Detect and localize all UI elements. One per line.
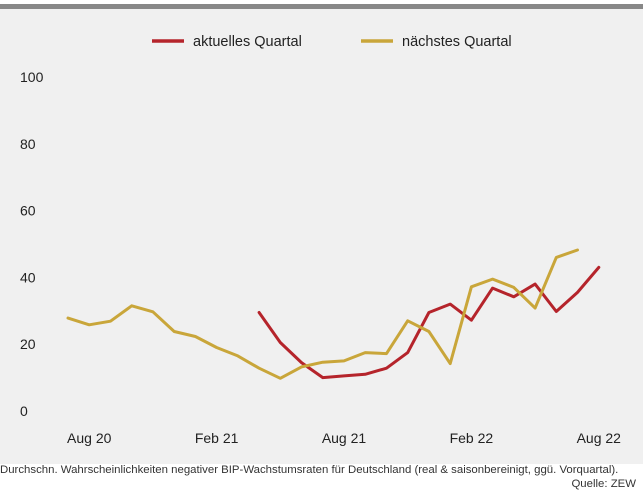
y-tick-label: 60 <box>20 203 36 219</box>
x-tick-label: Feb 22 <box>450 430 494 446</box>
y-tick-label: 100 <box>20 69 44 85</box>
chart-caption: Durchschn. Wahrscheinlichkeiten negative… <box>0 463 636 490</box>
y-tick-label: 40 <box>20 269 36 285</box>
caption-description: Durchschn. Wahrscheinlichkeiten negative… <box>0 464 619 476</box>
x-tick-label: Aug 22 <box>577 430 622 446</box>
y-tick-label: 0 <box>20 403 28 419</box>
caption-source: Quelle: ZEW <box>571 478 636 490</box>
chart-panel <box>0 4 643 464</box>
x-tick-label: Aug 20 <box>67 430 112 446</box>
series-line-naechstes-quartal <box>66 248 579 380</box>
series-line-aktuelles-quartal <box>257 265 601 380</box>
legend-label: nächstes Quartal <box>402 34 512 50</box>
y-tick-label: 80 <box>20 136 36 152</box>
x-tick-label: Feb 21 <box>195 430 239 446</box>
x-tick-label: Aug 21 <box>322 430 367 446</box>
line-chart: 0 20 40 60 80 100 Aug 20 Feb 21 Aug 21 Feb 22 Aug … <box>20 34 622 446</box>
y-tick-label: 20 <box>20 336 36 352</box>
legend-label: aktuelles Quartal <box>193 34 302 50</box>
